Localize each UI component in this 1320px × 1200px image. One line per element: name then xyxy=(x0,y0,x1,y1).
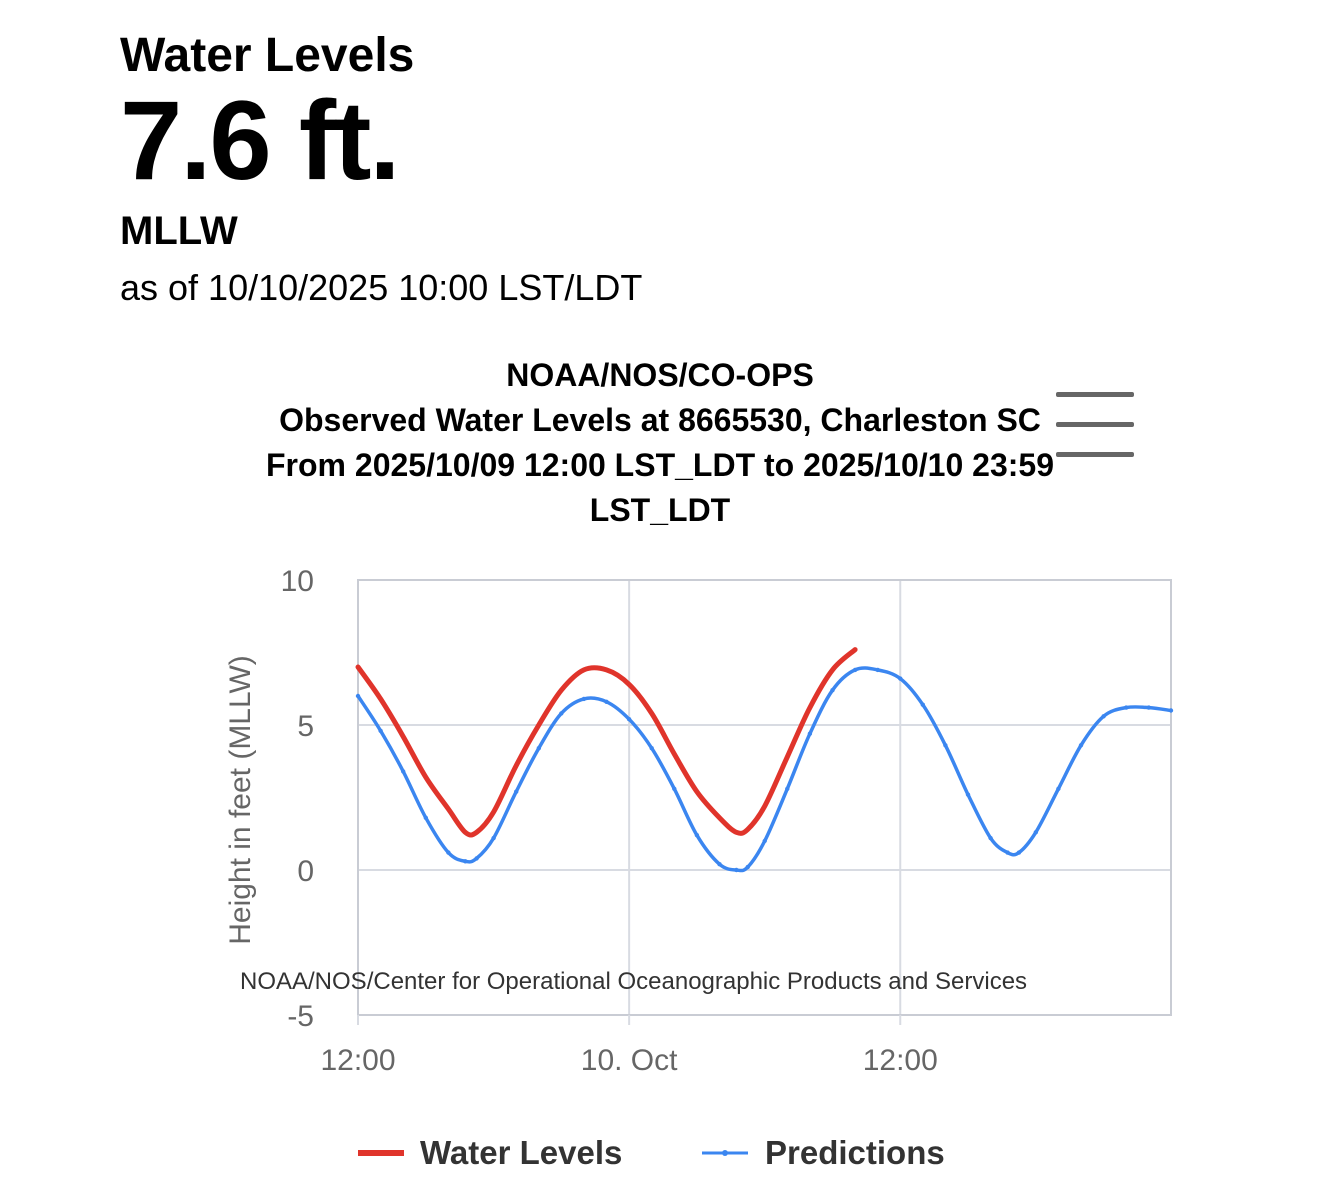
prediction-point xyxy=(943,743,948,748)
prediction-point xyxy=(1033,830,1039,835)
page-title: Water Levels xyxy=(120,29,415,82)
series-line-predictions xyxy=(356,666,1173,873)
prediction-point xyxy=(1101,714,1106,719)
prediction-point xyxy=(1016,850,1022,855)
y-tick-label: 10 xyxy=(281,565,314,598)
legend-marker-predictions xyxy=(722,1150,728,1156)
chart-series xyxy=(355,647,1174,873)
x-axis-ticks: 12:00 10. Oct 12:00 xyxy=(320,1015,938,1077)
prediction-point xyxy=(734,867,739,873)
prediction-point xyxy=(672,786,677,791)
prediction-point xyxy=(717,862,722,867)
prediction-point xyxy=(1168,708,1174,713)
as-of-timestamp: as of 10/10/2025 10:00 LST/LDT xyxy=(120,266,643,308)
prediction-point xyxy=(1078,743,1084,748)
chart-title-line-1: NOAA/NOS/CO-OPS xyxy=(506,357,814,393)
prediction-point xyxy=(898,676,903,681)
x-tick-label: 12:00 xyxy=(863,1044,938,1077)
prediction-point xyxy=(423,815,428,820)
prediction-point xyxy=(581,696,587,702)
prediction-point xyxy=(604,699,609,704)
prediction-point xyxy=(830,688,835,693)
prediction-point xyxy=(745,864,750,870)
legend-label-water-levels: Water Levels xyxy=(420,1134,622,1171)
x-tick-label: 10. Oct xyxy=(581,1044,678,1077)
series-line-water-levels xyxy=(355,647,858,838)
hamburger-menu-icon[interactable] xyxy=(1052,386,1138,460)
prediction-point xyxy=(626,717,632,722)
prediction-point xyxy=(965,792,971,797)
prediction-point xyxy=(446,850,451,855)
prediction-point xyxy=(762,838,767,844)
prediction-point xyxy=(694,833,700,838)
plot-frame xyxy=(357,579,1172,1016)
prediction-point xyxy=(378,728,383,733)
prediction-point xyxy=(875,667,880,673)
header: Water Levels 7.6 ft. MLLW as of 10/10/20… xyxy=(120,29,643,309)
y-axis-label: Height in feet (MLLW) xyxy=(224,655,257,945)
menu-bar xyxy=(1056,452,1134,457)
chart-title: NOAA/NOS/CO-OPS Observed Water Levels at… xyxy=(266,357,1054,528)
prediction-point xyxy=(474,856,479,861)
prediction-point xyxy=(491,835,496,841)
water-level-chart: NOAA/NOS/CO-OPS Observed Water Levels at… xyxy=(224,357,1174,1171)
legend-item-predictions[interactable]: Predictions xyxy=(702,1134,945,1171)
prediction-point xyxy=(1146,705,1152,710)
legend-item-water-levels[interactable]: Water Levels xyxy=(358,1134,622,1171)
prediction-point xyxy=(401,769,406,774)
y-tick-label: 0 xyxy=(297,855,314,888)
prediction-point xyxy=(807,731,813,736)
x-tick-label: 12:00 xyxy=(320,1044,395,1077)
prediction-point xyxy=(559,711,564,716)
chart-title-line-4: LST_LDT xyxy=(590,492,731,528)
prediction-point xyxy=(463,859,468,864)
prediction-point xyxy=(514,789,519,794)
prediction-point xyxy=(988,835,993,841)
prediction-point xyxy=(920,702,925,707)
prediction-point xyxy=(852,667,858,673)
menu-bar xyxy=(1056,422,1134,427)
y-axis-ticks: -5 0 5 10 xyxy=(281,565,314,1033)
prediction-point xyxy=(536,746,541,751)
prediction-point xyxy=(649,746,654,751)
prediction-point xyxy=(785,786,790,791)
chart-legend: Water Levels Predictions xyxy=(358,1134,945,1171)
datum-label: MLLW xyxy=(120,208,238,253)
chart-title-line-2: Observed Water Levels at 8665530, Charle… xyxy=(279,402,1041,438)
chart-title-line-3: From 2025/10/09 12:00 LST_LDT to 2025/10… xyxy=(266,447,1054,483)
legend-label-predictions: Predictions xyxy=(765,1134,945,1171)
prediction-point xyxy=(1005,850,1010,855)
prediction-point xyxy=(1124,705,1129,710)
prediction-point xyxy=(1056,786,1061,791)
current-water-level: 7.6 ft. xyxy=(120,77,401,203)
prediction-point xyxy=(355,693,361,699)
menu-bar xyxy=(1056,392,1134,397)
chart-grid xyxy=(357,579,1171,1016)
y-tick-label: -5 xyxy=(287,1000,314,1033)
y-tick-label: 5 xyxy=(297,710,314,743)
chart-credit: NOAA/NOS/Center for Operational Oceanogr… xyxy=(240,968,1027,995)
